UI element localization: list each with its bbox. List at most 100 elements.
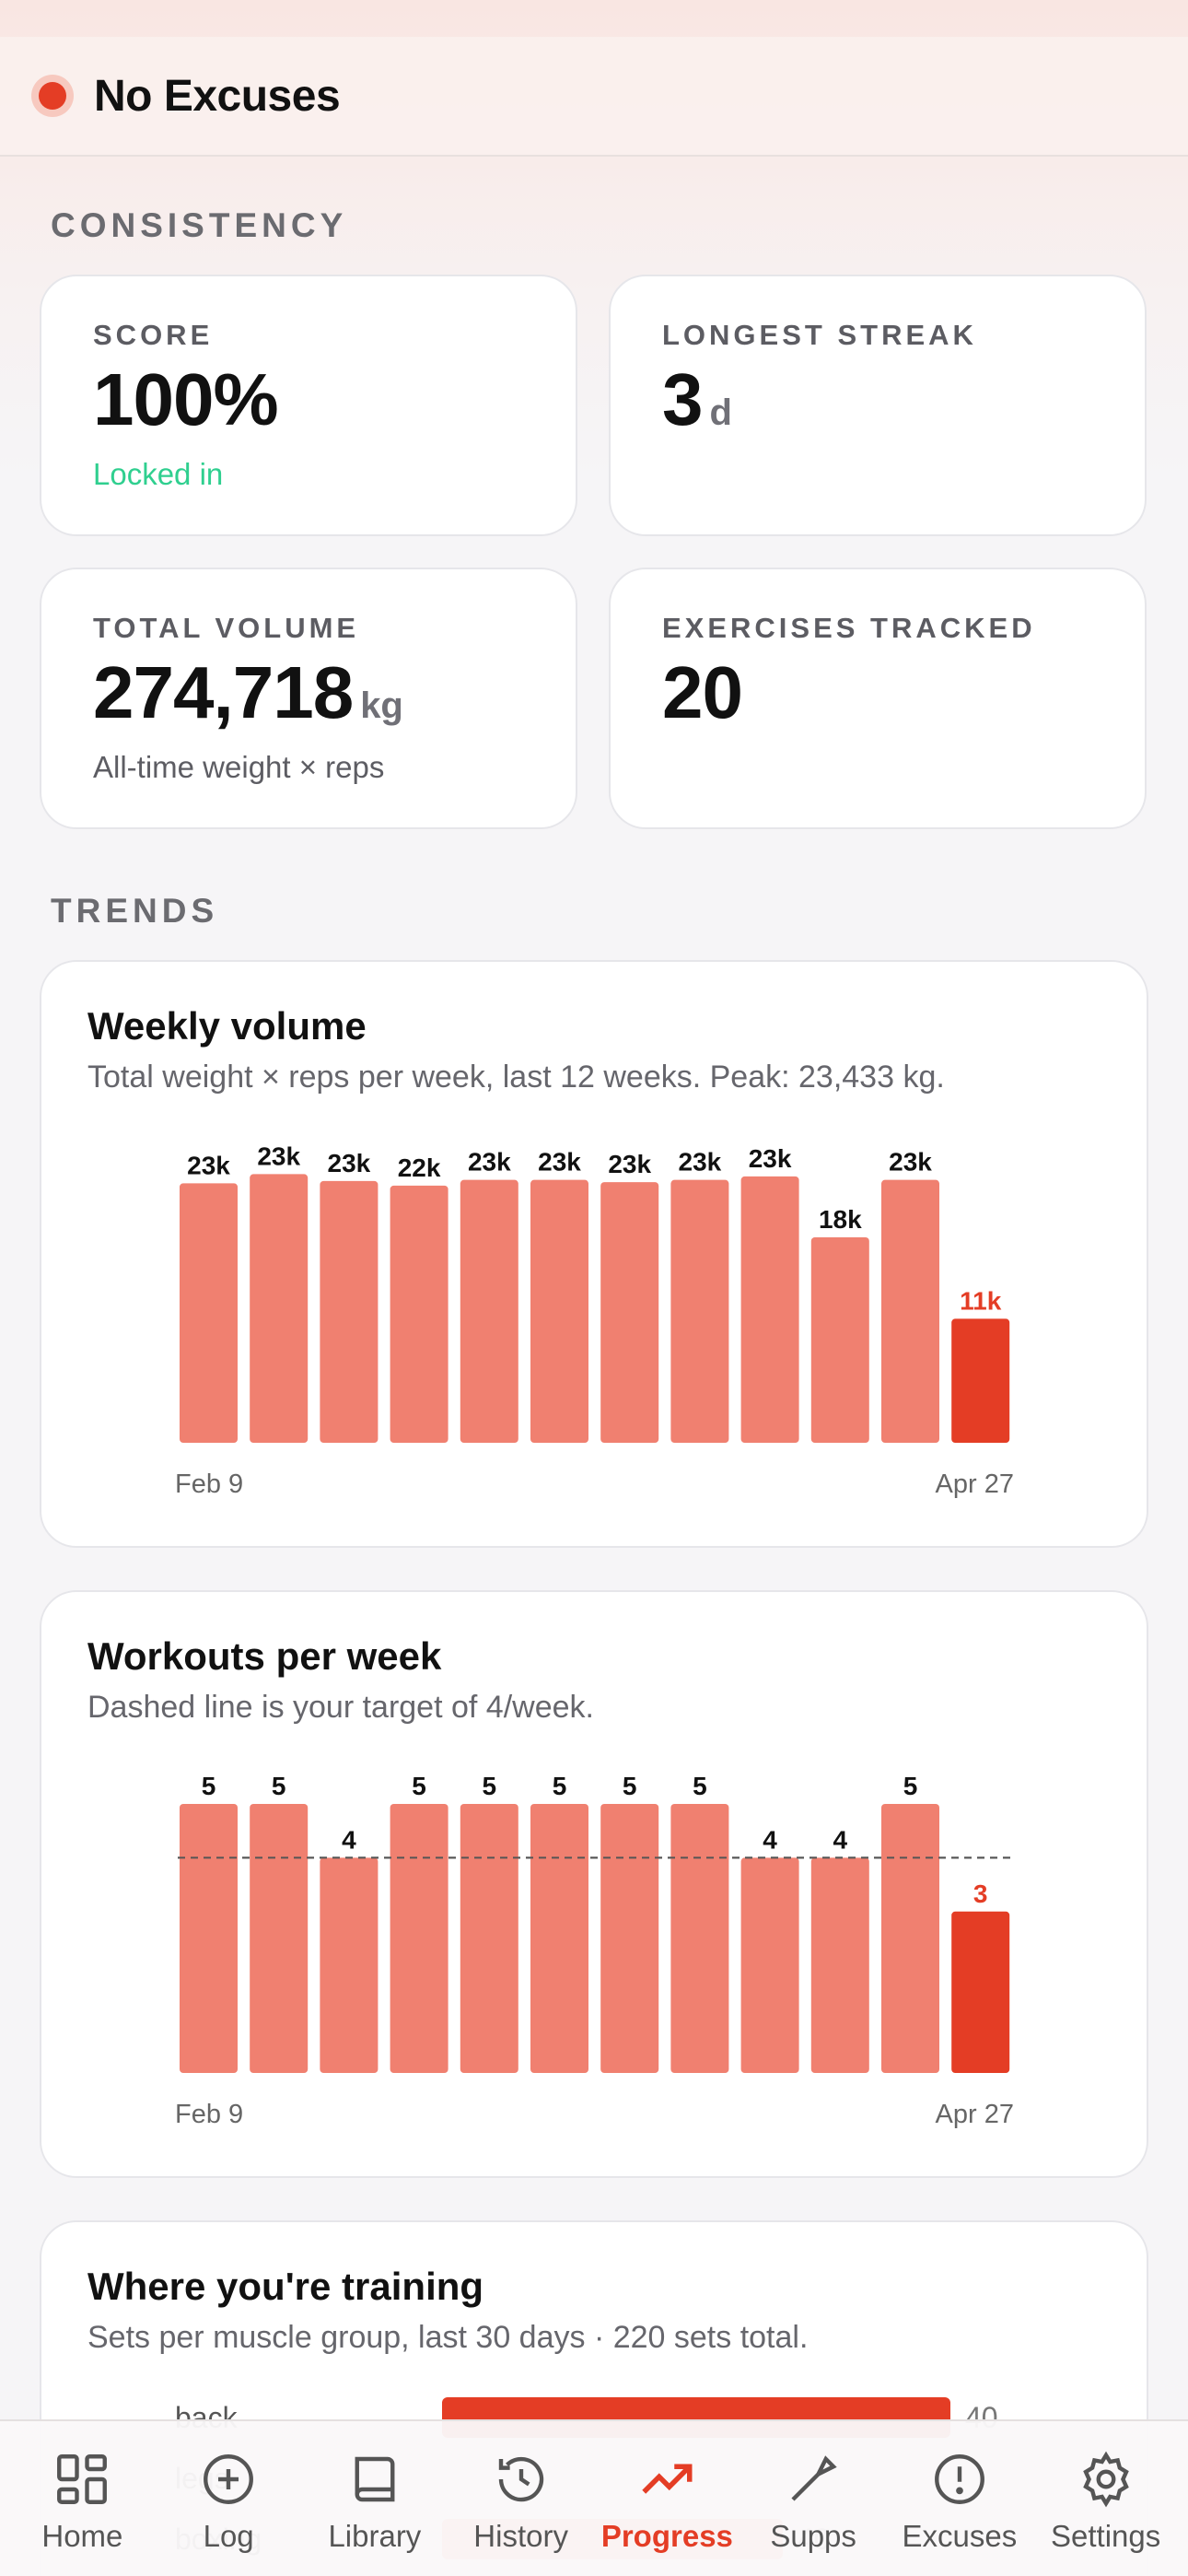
bar-data-label: 5 xyxy=(412,1772,426,1800)
total-volume-label: TOTAL VOLUME xyxy=(93,612,360,644)
bar-w4 xyxy=(390,1185,448,1443)
book-icon xyxy=(355,2456,395,2502)
tab-label-library: Library xyxy=(328,2519,422,2553)
tab-label-log: Log xyxy=(203,2519,254,2553)
exercises-tracked-value: 20 xyxy=(662,651,743,733)
plus-circle-icon xyxy=(204,2454,254,2504)
weekly-volume-chart: Feb 9 Apr 27 23k 23k 23k 22k 23k 23k 23k 23k 23k… xyxy=(175,1142,1014,1499)
total-volume-card[interactable]: TOTAL VOLUME 274,718 kg All-time weight ×… xyxy=(40,568,577,829)
bar-w12 xyxy=(951,1911,1010,2073)
bar-data-label: 23k xyxy=(889,1148,932,1177)
app-title: No Excuses xyxy=(94,71,341,121)
bar-w5 xyxy=(460,1804,518,2073)
tab-label-home: Home xyxy=(41,2519,123,2553)
bar-data-label: 4 xyxy=(833,1825,848,1854)
bar-data-label: 23k xyxy=(328,1149,371,1177)
bar-data-label: 23k xyxy=(679,1148,722,1177)
supplement-icon xyxy=(791,2455,837,2501)
longest-streak-unit: d xyxy=(709,392,732,433)
weekly-volume-subtitle: Total weight × reps per week, last 12 we… xyxy=(87,1060,945,1095)
bar-w6 xyxy=(530,1179,588,1443)
tab-label-settings: Settings xyxy=(1051,2519,1161,2553)
bar-w7 xyxy=(600,1804,659,2073)
bar-w5 xyxy=(460,1179,518,1443)
bar-data-label: 11k xyxy=(960,1286,1002,1315)
workouts-per-week-title: Workouts per week xyxy=(87,1634,442,1678)
workouts-per-week-card: Workouts per week Dashed line is your ta… xyxy=(40,1590,1148,2178)
total-volume-value: 274,718 kg xyxy=(93,656,576,730)
bar-data-label: 23k xyxy=(257,1142,300,1170)
bar-w11 xyxy=(881,1804,939,2073)
app-header: No Excuses xyxy=(0,37,1188,157)
score-card[interactable]: SCORE 100% Locked in xyxy=(40,275,577,536)
longest-streak-label: LONGEST STREAK xyxy=(662,319,977,351)
tab-log[interactable]: Log xyxy=(159,2421,297,2576)
tab-history[interactable]: History xyxy=(452,2421,590,2576)
bar-data-label: 4 xyxy=(763,1825,777,1854)
tab-label-excuses: Excuses xyxy=(902,2519,1018,2553)
bar-data-label: 5 xyxy=(202,1772,216,1800)
bar-w10 xyxy=(810,1236,869,1443)
bar-w6 xyxy=(530,1804,588,2073)
bar-data-label: 23k xyxy=(468,1148,511,1177)
bar-w3 xyxy=(320,1857,379,2073)
bar-w8 xyxy=(670,1179,729,1443)
section-label-consistency: CONSISTENCY xyxy=(51,206,348,244)
score-label: SCORE xyxy=(93,319,214,351)
gear-icon xyxy=(1082,2451,1129,2508)
weekly-volume-card: Weekly volume Total weight × reps per we… xyxy=(40,960,1148,1548)
bar-data-label: 5 xyxy=(623,1772,637,1800)
weekly-volume-x-start: Feb 9 xyxy=(175,1469,243,1499)
section-label-trends: TRENDS xyxy=(51,892,219,930)
bar-w1 xyxy=(180,1183,238,1443)
bar-data-label: 23k xyxy=(608,1150,651,1178)
bar-w7 xyxy=(600,1182,659,1443)
exercises-tracked-card[interactable]: EXERCISES TRACKED 20 xyxy=(609,568,1147,829)
bar-data-label: 5 xyxy=(553,1772,567,1800)
tab-supps[interactable]: Supps xyxy=(744,2421,882,2576)
bar-data-label: 23k xyxy=(538,1148,581,1177)
weekly-volume-title: Weekly volume xyxy=(87,1004,367,1048)
bottom-tab-bar: Home Log Library History Progress Supps … xyxy=(0,2419,1188,2576)
bar-w4 xyxy=(390,1804,448,2073)
tab-progress[interactable]: Progress xyxy=(598,2421,736,2576)
bar-data-label: 4 xyxy=(342,1825,356,1854)
bar-w2 xyxy=(250,1174,309,1443)
home-grid-icon xyxy=(57,2454,108,2504)
workouts-per-week-subtitle: Dashed line is your target of 4/week. xyxy=(87,1690,594,1725)
bar-w12 xyxy=(951,1318,1010,1443)
bar-data-label: 5 xyxy=(272,1772,286,1800)
exclamation-circle-icon xyxy=(934,2454,984,2504)
bar-data-label: 23k xyxy=(187,1151,230,1179)
tab-label-supps: Supps xyxy=(770,2519,856,2553)
bar-w1 xyxy=(180,1804,238,2073)
bar-w11 xyxy=(881,1179,939,1443)
bar-w9 xyxy=(740,1176,799,1443)
tab-library[interactable]: Library xyxy=(306,2421,444,2576)
total-volume-number: 274,718 xyxy=(93,651,354,733)
live-dot-icon xyxy=(31,75,74,117)
tab-home[interactable]: Home xyxy=(13,2421,151,2576)
bar-data-label: 22k xyxy=(398,1153,441,1182)
score-value: 100% xyxy=(93,358,279,440)
tab-excuses[interactable]: Excuses xyxy=(891,2421,1029,2576)
bar-w3 xyxy=(320,1180,379,1443)
bar-data-label: 5 xyxy=(903,1772,918,1800)
total-volume-caption: All-time weight × reps xyxy=(93,750,385,784)
total-volume-unit: kg xyxy=(360,685,403,726)
trend-up-icon xyxy=(642,2464,693,2494)
bar-data-label: 23k xyxy=(749,1144,792,1173)
bar-w10 xyxy=(810,1857,869,2073)
bar-data-label: 3 xyxy=(973,1879,988,1908)
workouts-per-week-chart: Feb 9 Apr 27 5 5 4 5 5 5 5 5 4 4 5 3 xyxy=(175,1772,1016,2129)
workouts-x-start: Feb 9 xyxy=(175,2100,243,2129)
weekly-volume-x-end: Apr 27 xyxy=(936,1469,1014,1499)
bar-data-label: 5 xyxy=(483,1772,497,1800)
tab-settings[interactable]: Settings xyxy=(1037,2421,1175,2576)
score-status: Locked in xyxy=(93,457,224,491)
where-training-title: Where you're training xyxy=(87,2265,484,2308)
bar-w2 xyxy=(250,1804,309,2073)
